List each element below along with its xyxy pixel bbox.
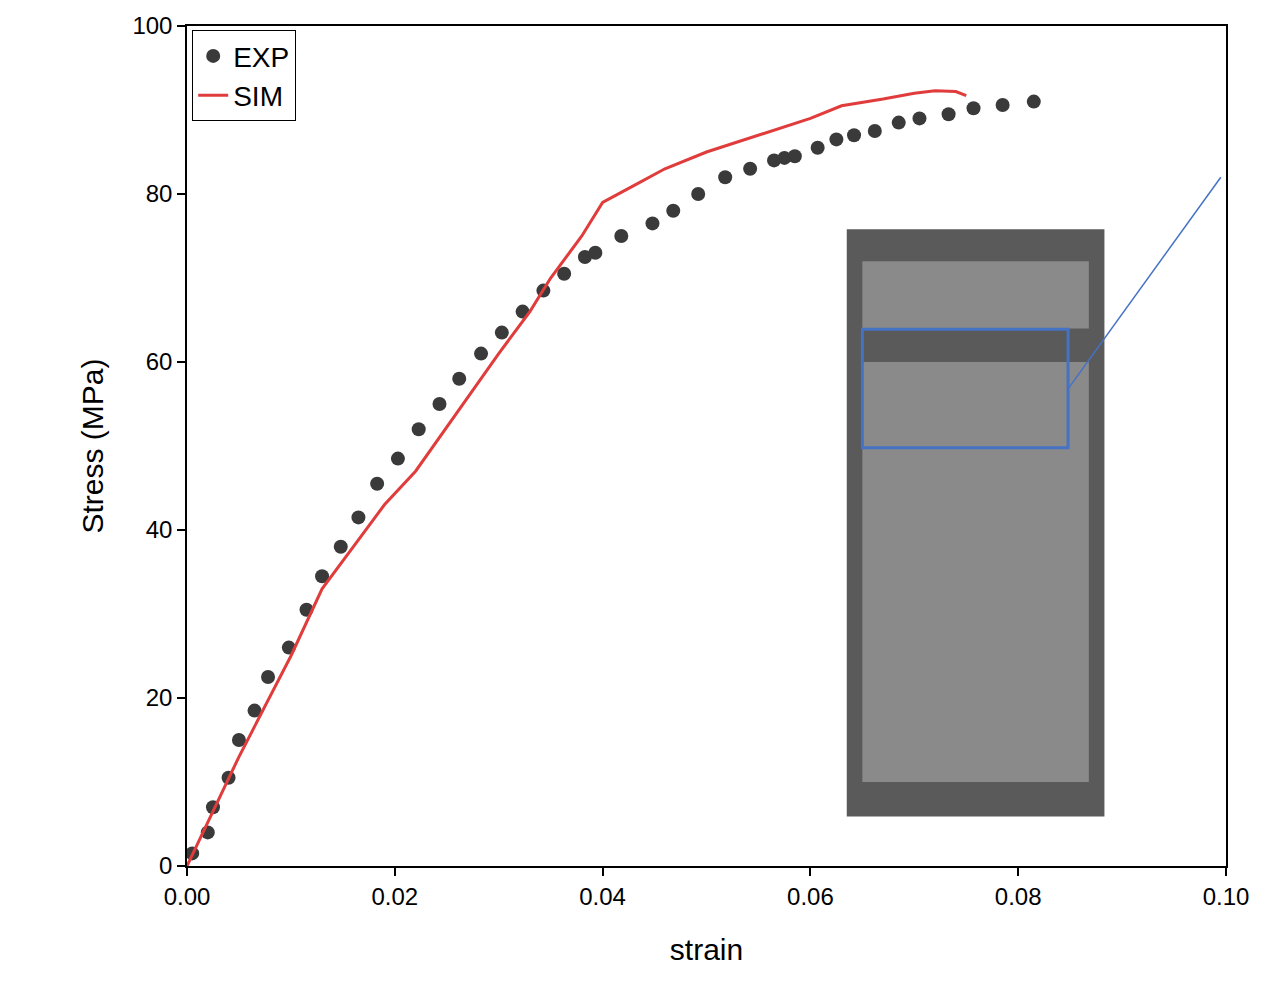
svg-text:0.00: 0.00 xyxy=(164,883,211,910)
svg-text:0.04: 0.04 xyxy=(579,883,626,910)
svg-text:100: 100 xyxy=(132,12,172,39)
svg-text:strain: strain xyxy=(670,933,743,966)
svg-text:20: 20 xyxy=(146,684,173,711)
svg-text:0.10: 0.10 xyxy=(1203,883,1250,910)
svg-text:0.02: 0.02 xyxy=(371,883,418,910)
svg-text:0.08: 0.08 xyxy=(995,883,1042,910)
svg-text:SIM: SIM xyxy=(233,81,283,112)
svg-text:EXP: EXP xyxy=(233,42,289,73)
svg-text:Stress (MPa): Stress (MPa) xyxy=(76,358,109,533)
svg-text:80: 80 xyxy=(146,180,173,207)
svg-text:0.06: 0.06 xyxy=(787,883,834,910)
svg-text:0: 0 xyxy=(159,852,172,879)
svg-text:60: 60 xyxy=(146,348,173,375)
svg-text:40: 40 xyxy=(146,516,173,543)
